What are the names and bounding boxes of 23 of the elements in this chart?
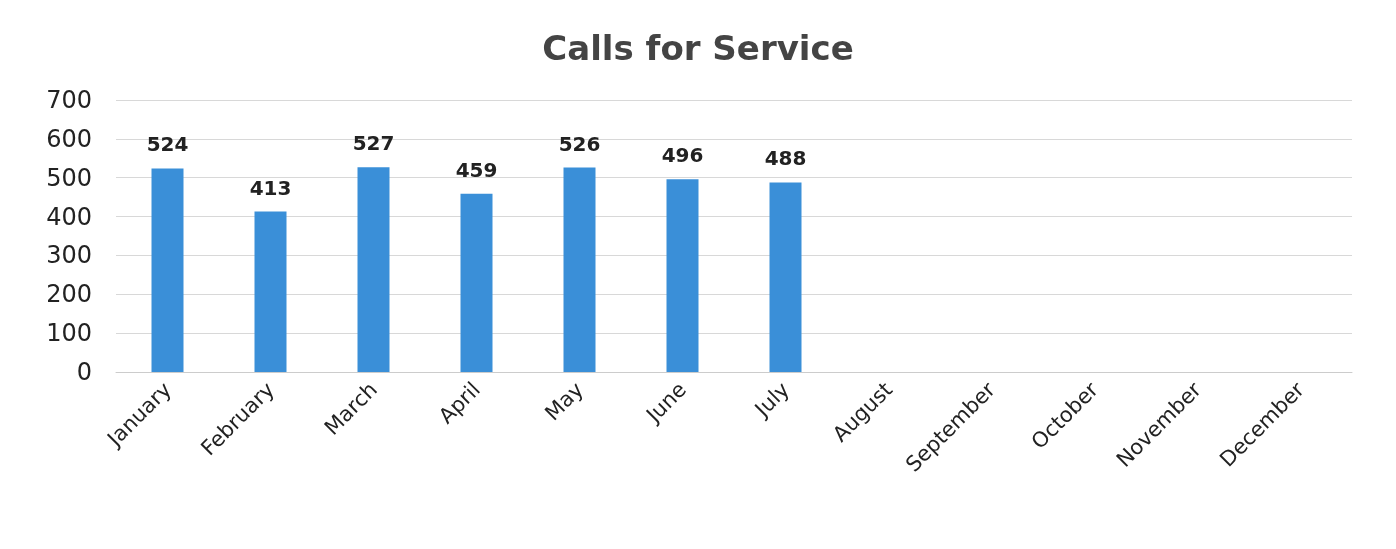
y-tick-label: 200 bbox=[46, 280, 92, 309]
bar bbox=[151, 168, 184, 372]
chart-title: Calls for Service bbox=[542, 28, 854, 68]
y-tick-label: 100 bbox=[46, 319, 92, 348]
bar bbox=[769, 182, 802, 372]
data-label: 413 bbox=[249, 175, 292, 200]
bar bbox=[460, 193, 493, 372]
y-tick-label: 700 bbox=[46, 86, 92, 114]
bar bbox=[357, 167, 390, 372]
data-label: 524 bbox=[146, 132, 189, 157]
data-label: 526 bbox=[558, 131, 601, 156]
bar bbox=[666, 179, 699, 372]
y-tick-label: 500 bbox=[46, 163, 92, 192]
y-tick-label: 300 bbox=[46, 241, 92, 270]
data-label: 459 bbox=[455, 157, 498, 182]
data-label: 488 bbox=[764, 146, 807, 171]
bar bbox=[563, 167, 596, 372]
y-tick-label: 400 bbox=[46, 202, 92, 231]
y-tick-label: 0 bbox=[76, 358, 92, 386]
bar bbox=[254, 211, 287, 372]
data-label: 496 bbox=[661, 143, 704, 168]
data-label: 527 bbox=[352, 131, 395, 156]
y-tick-label: 600 bbox=[46, 124, 92, 153]
